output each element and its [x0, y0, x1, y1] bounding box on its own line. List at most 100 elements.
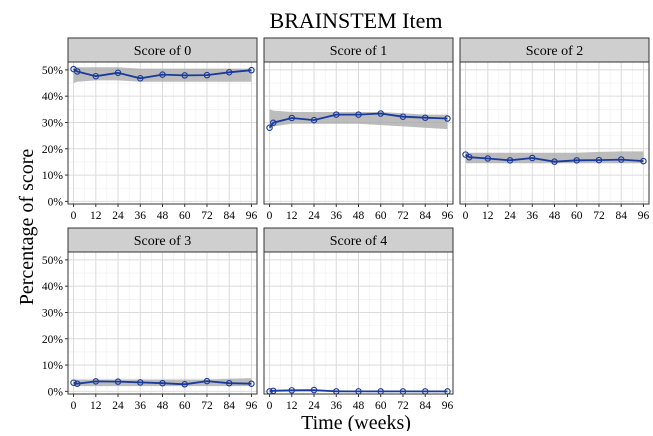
x-tick-label: 36: [135, 210, 147, 222]
data-point: [444, 115, 451, 122]
x-tick-label: 24: [308, 400, 320, 412]
data-point: [114, 69, 122, 77]
x-tick-label: 60: [179, 210, 191, 222]
x-tick-label: 24: [308, 210, 320, 222]
data-point: [640, 157, 647, 165]
x-tick-label: 60: [375, 400, 387, 412]
data-point: [551, 158, 558, 165]
x-tick-label: 96: [246, 210, 258, 222]
y-tick-label: 30%: [42, 307, 64, 319]
strip-background: [67, 227, 258, 253]
x-tick-label: 72: [201, 400, 213, 412]
x-tick-label: 96: [246, 400, 258, 412]
x-tick-label: 0: [267, 210, 273, 222]
data-point: [617, 156, 625, 163]
x-tick-label: 84: [223, 210, 235, 222]
data-point: [225, 69, 233, 76]
data-point: [92, 378, 100, 385]
y-tick-label: 50%: [42, 255, 64, 267]
strip-label: Score of 1: [330, 44, 388, 59]
series-line: [268, 112, 448, 129]
data-point: [248, 66, 255, 74]
y-tick-label: 10%: [42, 360, 64, 372]
y-tick-label: 50%: [42, 65, 64, 77]
data-point: [377, 110, 384, 117]
strip-background: [67, 37, 258, 63]
y-axis-title: Percentage of score: [16, 149, 38, 306]
data-point: [421, 114, 429, 121]
x-tick-label: 48: [549, 210, 561, 222]
facet-panel: Score of 2 0 12 24 36 48 60 72 84 96: [459, 37, 650, 222]
strip-background: [459, 37, 650, 63]
x-tick-label: 96: [442, 400, 454, 412]
x-tick-label: 60: [375, 210, 387, 222]
y-tick-label: 0%: [48, 386, 64, 398]
data-point: [114, 378, 122, 385]
data-point: [74, 68, 81, 75]
x-tick-label: 12: [286, 210, 298, 222]
x-tick-label: 84: [419, 400, 431, 412]
x-tick-label: 36: [331, 210, 343, 222]
facet-panel: Score of 3 0 12 24 36 48 60 72 84 96 0% 10% 20% 30% 40…: [42, 227, 258, 412]
x-tick-label: 96: [638, 210, 650, 222]
x-tick-label: 48: [353, 210, 365, 222]
data-point: [288, 114, 296, 122]
x-tick-label: 36: [331, 400, 343, 412]
x-tick-label: 12: [286, 400, 298, 412]
data-point: [74, 380, 81, 387]
data-point: [248, 380, 255, 387]
y-tick-label: 10%: [42, 170, 64, 182]
y-tick-label: 0%: [48, 196, 64, 208]
data-point: [266, 124, 273, 131]
facet-panel: Score of 0 0 12 24 36 48 60 72 84 96 0% 10% 20% 30% 40…: [42, 37, 258, 222]
x-tick-label: 0: [463, 210, 469, 222]
x-tick-label: 0: [267, 400, 273, 412]
x-axis-title: Time (weeks): [301, 412, 411, 431]
y-tick-label: 20%: [42, 334, 64, 346]
data-point: [573, 157, 580, 164]
x-tick-label: 72: [397, 400, 409, 412]
strip-label: Score of 2: [526, 44, 584, 59]
x-tick-label: 72: [201, 210, 213, 222]
data-point: [137, 75, 144, 82]
x-tick-label: 84: [223, 400, 235, 412]
data-point: [70, 379, 77, 386]
series-line: [73, 380, 252, 386]
x-tick-label: 48: [353, 400, 365, 412]
x-tick-label: 48: [157, 400, 169, 412]
data-point: [225, 379, 233, 387]
y-tick-label: 40%: [42, 281, 64, 293]
data-point: [181, 381, 188, 388]
x-tick-label: 24: [112, 210, 124, 222]
x-tick-label: 36: [527, 210, 539, 222]
strip-background: [263, 227, 454, 253]
facet-panel: Score of 4 0 12 24 36 48 60 72 84 96: [263, 227, 454, 412]
x-tick-label: 0: [71, 400, 77, 412]
series-line: [73, 68, 252, 80]
x-tick-label: 36: [135, 400, 147, 412]
data-point: [181, 72, 188, 79]
x-tick-label: 84: [615, 210, 627, 222]
data-point: [529, 154, 536, 162]
data-point: [399, 113, 407, 120]
data-point: [203, 71, 211, 79]
data-point: [355, 111, 362, 118]
x-tick-label: 0: [71, 210, 77, 222]
data-point: [484, 155, 492, 162]
data-point: [203, 377, 211, 385]
x-tick-label: 12: [482, 210, 494, 222]
data-point: [466, 153, 473, 161]
data-point: [310, 116, 318, 124]
strip-label: Score of 4: [330, 234, 388, 249]
data-point: [137, 379, 144, 386]
x-tick-label: 72: [593, 210, 605, 222]
series-line: [269, 389, 448, 393]
x-tick-label: 96: [442, 210, 454, 222]
y-tick-label: 30%: [42, 117, 64, 129]
data-point: [270, 119, 277, 126]
strip-background: [263, 37, 454, 63]
y-tick-label: 20%: [42, 144, 64, 156]
facet-panel: Score of 1 0 12 24 36 48 60 72 84 96: [263, 37, 454, 222]
x-tick-label: 60: [179, 400, 191, 412]
